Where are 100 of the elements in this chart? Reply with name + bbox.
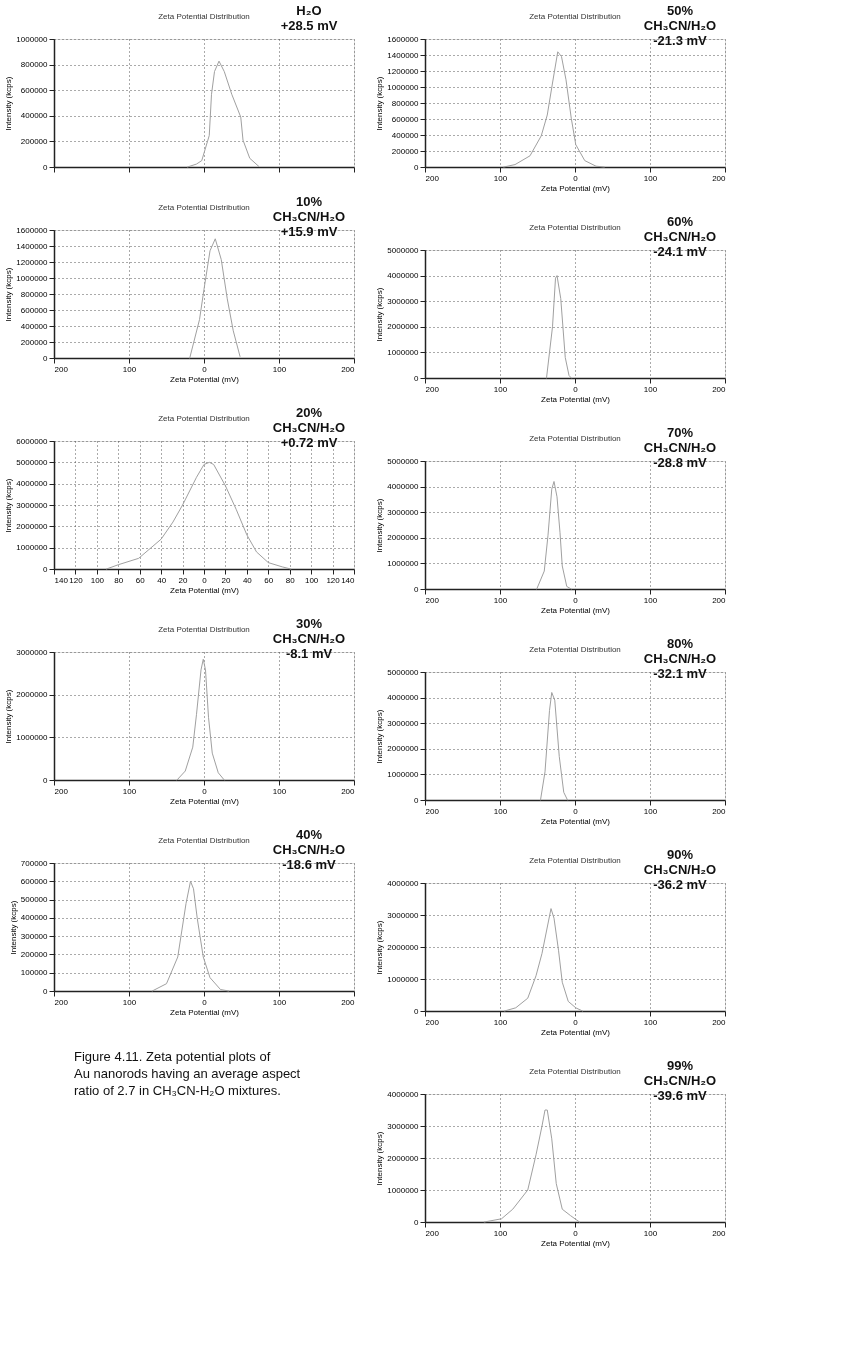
x-axis-title: Zeta Potential (mV): [541, 183, 611, 193]
y-tick-label: 2000000: [16, 521, 49, 531]
annotation: 60% CH₃CN/H₂O -24.1 mV: [643, 214, 717, 259]
y-tick-label: 0: [43, 986, 49, 996]
chart-title: Zeta Potential Distribution: [529, 12, 621, 21]
y-tick-label: 4000000: [387, 693, 420, 703]
x-tick-label: 200: [425, 173, 440, 183]
x-tick-label: 200: [54, 364, 69, 374]
y-tick-label: 300000: [20, 931, 49, 941]
x-tick-label: 100: [493, 1228, 508, 1238]
y-tick-label: 1000000: [387, 558, 420, 568]
y-tick-label: 400000: [20, 321, 49, 331]
chart-title: Zeta Potential Distribution: [158, 12, 250, 21]
x-tick-label: 200: [425, 1017, 440, 1027]
y-axis-title: Intensity (kcps): [4, 689, 14, 744]
y-axis-title: Intensity (kcps): [375, 1131, 385, 1186]
y-tick-label: 3000000: [387, 910, 420, 920]
x-tick-label: 200: [341, 997, 356, 1007]
y-tick-label: 3000000: [387, 296, 420, 306]
x-tick-label: 200: [712, 1017, 727, 1027]
x-tick-label: 60: [264, 575, 274, 585]
chart-title: Zeta Potential Distribution: [158, 625, 250, 634]
y-axis-title: Intensity (kcps): [375, 709, 385, 764]
x-tick-label: 100: [122, 786, 137, 796]
x-tick-label: 140: [341, 575, 356, 585]
y-tick-label: 5000000: [387, 667, 420, 677]
y-tick-label: 400000: [391, 130, 420, 140]
x-tick-label: 0: [573, 595, 579, 605]
y-tick-label: 1200000: [387, 66, 420, 76]
y-tick-label: 1000000: [16, 34, 49, 44]
y-tick-label: 400000: [20, 111, 49, 121]
y-tick-label: 1000000: [387, 347, 420, 357]
y-tick-label: 1000000: [16, 543, 49, 553]
x-tick-label: 200: [712, 1228, 727, 1238]
x-tick-label: 100: [643, 595, 658, 605]
y-tick-label: 1600000: [387, 34, 420, 44]
y-tick-label: 0: [414, 162, 420, 172]
y-tick-label: 800000: [391, 98, 420, 108]
x-tick-label: 100: [643, 806, 658, 816]
x-axis-title: Zeta Potential (mV): [170, 374, 240, 384]
x-tick-label: 100: [493, 384, 508, 394]
x-tick-label: 100: [643, 173, 658, 183]
chart-title: Zeta Potential Distribution: [529, 223, 621, 232]
y-tick-label: 2000000: [387, 322, 420, 332]
x-tick-label: 20: [221, 575, 231, 585]
y-tick-label: 0: [414, 1217, 420, 1227]
y-tick-label: 1000000: [387, 769, 420, 779]
x-tick-label: 120: [69, 575, 84, 585]
x-tick-label: 0: [202, 786, 208, 796]
x-axis-title: Zeta Potential (mV): [541, 1027, 611, 1037]
x-tick-label: 100: [493, 595, 508, 605]
x-tick-label: 100: [90, 575, 105, 585]
y-tick-label: 2000000: [387, 744, 420, 754]
annotation: 30% CH₃CN/H₂O -8.1 mV: [272, 616, 346, 661]
x-tick-label: 40: [242, 575, 253, 585]
y-tick-label: 0: [414, 584, 420, 594]
x-tick-label: 20: [178, 575, 189, 585]
line-series: [503, 51, 605, 168]
line-series: [483, 1109, 580, 1223]
x-tick-label: 100: [643, 1017, 658, 1027]
x-tick-label: 200: [712, 384, 727, 394]
x-tick-label: 200: [425, 1228, 440, 1238]
y-axis-title: Intensity (kcps): [375, 287, 385, 342]
y-tick-label: 0: [414, 1006, 420, 1016]
x-tick-label: 100: [493, 173, 508, 183]
x-axis-title: Zeta Potential (mV): [541, 394, 611, 404]
y-tick-label: 4000000: [387, 271, 420, 281]
x-tick-label: 0: [573, 173, 579, 183]
x-tick-label: 0: [573, 384, 579, 394]
y-tick-label: 200000: [20, 136, 49, 146]
annotation: 20% CH₃CN/H₂O +0.72 mV: [272, 405, 346, 450]
y-tick-label: 3000000: [16, 647, 49, 657]
y-tick-label: 800000: [20, 289, 49, 299]
chart-title: Zeta Potential Distribution: [158, 836, 250, 845]
x-tick-label: 200: [425, 595, 440, 605]
line-series: [176, 658, 225, 781]
x-tick-label: 200: [425, 806, 440, 816]
x-axis-title: Zeta Potential (mV): [541, 816, 611, 826]
y-tick-label: 4000000: [387, 1089, 420, 1099]
y-tick-label: 0: [43, 162, 49, 172]
y-tick-label: 4000000: [16, 479, 49, 489]
y-tick-label: 1000000: [16, 273, 49, 283]
x-axis-title: Zeta Potential (mV): [170, 585, 240, 595]
y-tick-label: 500000: [20, 895, 49, 905]
x-tick-label: 100: [493, 806, 508, 816]
x-tick-label: 100: [643, 1228, 658, 1238]
y-axis-title: Intensity (kcps): [4, 478, 14, 533]
annotation: 90% CH₃CN/H₂O -36.2 mV: [643, 847, 717, 892]
x-tick-label: 100: [272, 786, 287, 796]
x-axis-title: Zeta Potential (mV): [541, 1238, 611, 1248]
x-tick-label: 200: [712, 595, 727, 605]
line-series: [536, 480, 572, 590]
y-tick-label: 100000: [20, 968, 49, 978]
chart-title: Zeta Potential Distribution: [529, 434, 621, 443]
x-tick-label: 80: [114, 575, 124, 585]
line-series: [187, 60, 260, 168]
y-tick-label: 600000: [20, 876, 49, 886]
y-axis-title: Intensity (kcps): [4, 76, 14, 131]
line-series: [106, 461, 292, 570]
x-tick-label: 0: [573, 1228, 579, 1238]
